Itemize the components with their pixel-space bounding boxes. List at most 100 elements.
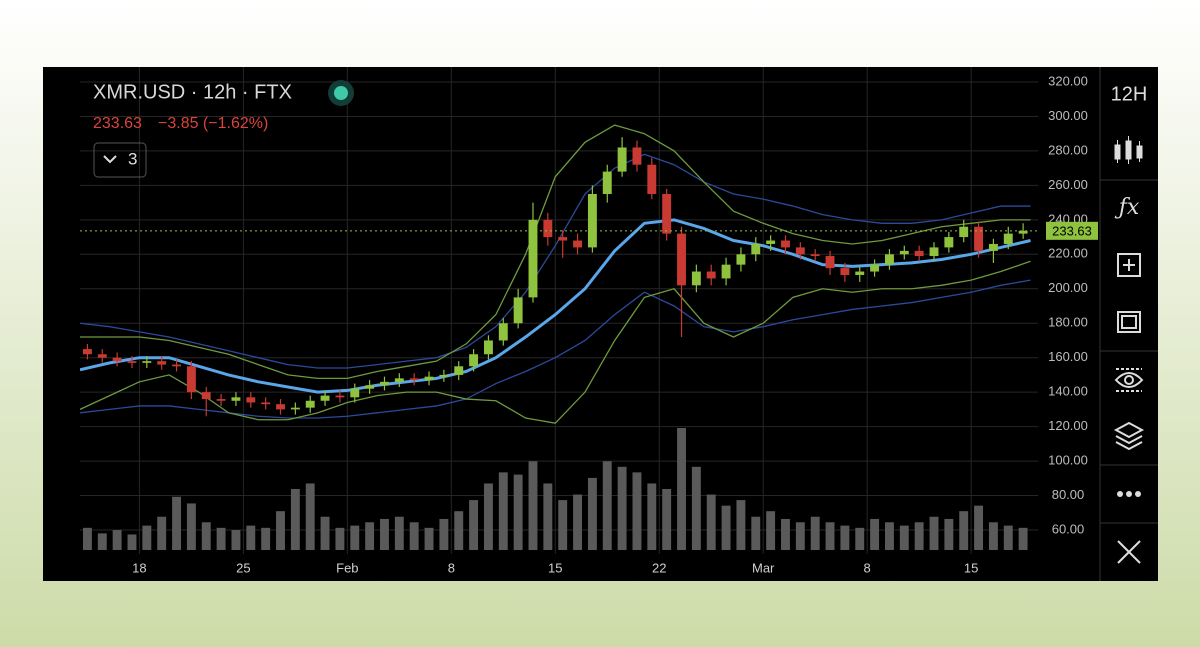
- candle-body: [469, 354, 479, 367]
- volume-bar: [350, 525, 360, 550]
- candle-body: [97, 354, 107, 358]
- volume-bar: [320, 516, 330, 550]
- candle-body: [290, 407, 300, 410]
- volume-bar: [558, 500, 568, 550]
- last-price-label: 233.63: [1052, 223, 1092, 238]
- volume-bar: [216, 527, 226, 550]
- candle-body: [513, 297, 523, 324]
- volume-bar: [454, 511, 464, 550]
- candle-body: [543, 219, 553, 238]
- volume-bar: [82, 527, 92, 550]
- candle-body: [350, 388, 360, 398]
- volume-bar: [424, 527, 434, 550]
- visibility-icon[interactable]: [1114, 368, 1144, 392]
- interval-button[interactable]: 12H: [1111, 83, 1148, 105]
- volume-bar: [677, 428, 686, 550]
- candle-body: [320, 395, 330, 401]
- price-change: −3.85 (−1.62%): [158, 115, 268, 132]
- compare-icon[interactable]: [1117, 311, 1141, 333]
- chart-type-icon[interactable]: [1114, 136, 1143, 164]
- x-tick-label: 8: [864, 560, 871, 575]
- candle-body: [988, 243, 998, 251]
- volume-bar: [231, 530, 241, 550]
- layers-icon[interactable]: [1113, 421, 1145, 451]
- volume-bar: [840, 525, 850, 550]
- volume-bar: [380, 518, 389, 550]
- volume-bar: [498, 472, 508, 550]
- candle-body: [365, 385, 375, 389]
- indicators-icon[interactable]: ƒx: [1114, 195, 1140, 220]
- y-tick-label: 220.00: [1048, 246, 1088, 261]
- overlay-line: [80, 124, 1031, 380]
- candle-body: [1018, 230, 1028, 234]
- volume-bar: [513, 474, 523, 550]
- candle-body: [305, 400, 315, 408]
- more-icon[interactable]: [1117, 491, 1141, 497]
- candle-body: [884, 254, 894, 265]
- chevron[interactable]: [103, 155, 117, 164]
- volume-bar: [186, 503, 196, 550]
- candle-body: [142, 361, 152, 363]
- candle-body: [751, 243, 761, 255]
- candle-body: [127, 361, 137, 363]
- volume-bar: [632, 472, 642, 550]
- indicator-count[interactable]: 3: [128, 149, 137, 168]
- close-icon[interactable]: [1117, 540, 1141, 564]
- candle-layer: [82, 137, 1028, 417]
- x-tick-label: Feb: [336, 560, 358, 575]
- candle-body: [394, 378, 404, 382]
- candle-body: [602, 171, 612, 194]
- candle-body: [899, 250, 909, 255]
- volume-bar: [795, 522, 805, 550]
- y-tick-label: 300.00: [1048, 108, 1088, 123]
- y-tick-label: 120.00: [1048, 418, 1088, 433]
- x-tick-label: 15: [548, 560, 562, 575]
- candle-body: [706, 271, 716, 279]
- candle-body: [766, 240, 776, 244]
- candle-body: [677, 233, 686, 286]
- volume-bar: [127, 534, 137, 550]
- x-tick-label: 25: [236, 560, 250, 575]
- candle-body: [959, 226, 969, 238]
- volume-bar: [112, 530, 122, 550]
- volume-bar: [1003, 525, 1013, 550]
- x-tick-label: 15: [964, 560, 978, 575]
- volume-bar: [721, 505, 731, 550]
- indicator-toggle[interactable]: 3: [93, 142, 147, 178]
- volume-bar: [736, 500, 746, 550]
- candle-body: [216, 399, 226, 401]
- volume-bar: [409, 522, 419, 550]
- candle-body: [231, 397, 241, 401]
- candle-body: [335, 395, 345, 398]
- candle-body: [439, 374, 449, 377]
- volume-bar: [573, 494, 583, 550]
- y-tick-label: 320.00: [1048, 73, 1088, 88]
- candle-body: [825, 256, 835, 269]
- volume-bar: [1018, 527, 1028, 550]
- y-tick-label: 160.00: [1048, 349, 1088, 364]
- candle-body: [721, 264, 731, 279]
- volume-bar: [172, 496, 181, 550]
- add-icon[interactable]: [1117, 253, 1141, 277]
- candle-body: [186, 366, 196, 393]
- candle-body: [409, 378, 419, 381]
- volume-bar: [142, 525, 152, 550]
- candle-body: [573, 240, 583, 248]
- volume-bar: [855, 527, 865, 550]
- volume-layer: [82, 428, 1028, 550]
- volume-bar: [483, 483, 493, 550]
- candle-body: [201, 392, 211, 400]
- candle-body: [424, 376, 434, 381]
- volume-bar: [766, 511, 776, 550]
- y-tick-label: 80.00: [1052, 487, 1085, 502]
- overlay-line: [80, 279, 1031, 419]
- candle-body: [1003, 233, 1013, 244]
- last-price: 233.63: [93, 115, 142, 132]
- x-tick-label: 18: [132, 560, 146, 575]
- volume-bar: [394, 516, 404, 550]
- toggle-box[interactable]: [93, 142, 147, 178]
- candle-body: [855, 271, 865, 275]
- volume-bar: [870, 518, 880, 550]
- volume-bar: [201, 522, 211, 550]
